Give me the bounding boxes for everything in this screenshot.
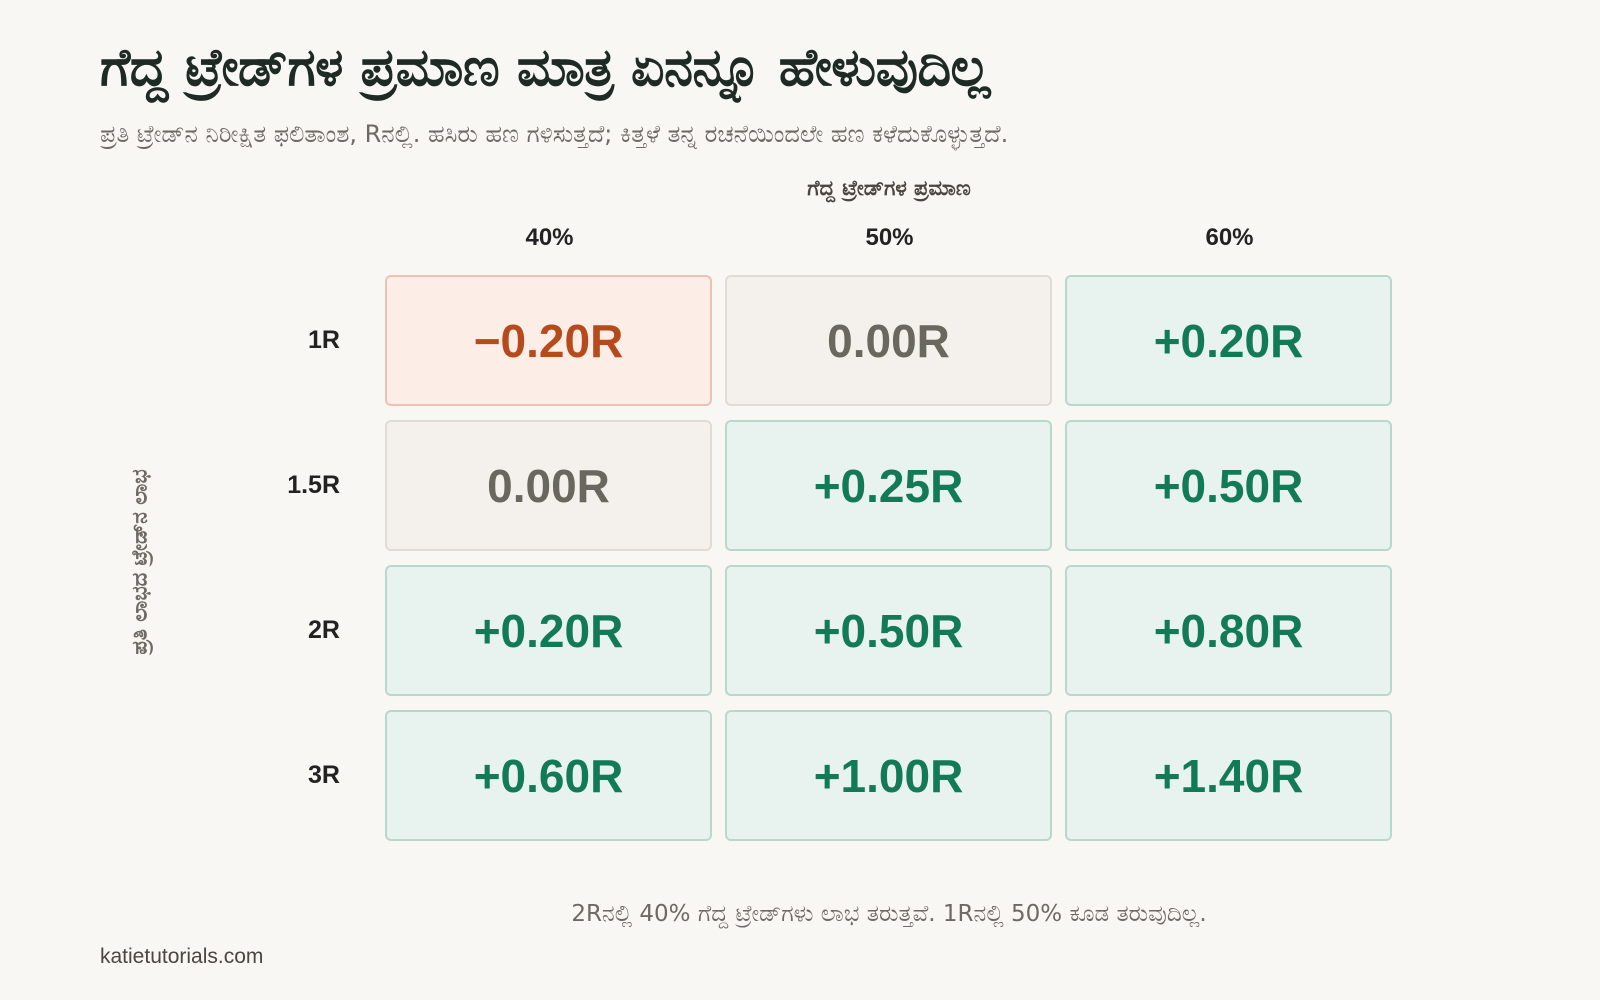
row-header: 3R	[308, 760, 340, 789]
row-header: 1.5R	[287, 470, 340, 499]
row-header: 2R	[308, 615, 340, 644]
chart-title: ಗೆದ್ದ ಟ್ರೇಡ್‌ಗಳ ಪ್ರಮಾಣ ಮಾತ್ರ ಏನನ್ನೂ ಹೇಳು…	[100, 38, 990, 98]
column-header: 60%	[1205, 224, 1254, 251]
heatmap-cell: +0.60R	[385, 710, 712, 841]
footer-credit: katietutorials.com	[100, 945, 264, 968]
heatmap-cell: −0.20R	[385, 275, 712, 406]
heatmap-cell: +0.20R	[1065, 275, 1392, 406]
row-axis-label: ಪ್ರತಿ ಲಾಭದ ಟ್ರೇಡ್‌ನ ಲಾಭ	[127, 469, 152, 655]
chart-subtitle: ಪ್ರತಿ ಟ್ರೇಡ್‌ನ ನಿರೀಕ್ಷಿತ ಫಲಿತಾಂಶ, Rನಲ್ಲಿ…	[100, 120, 1009, 148]
column-axis-label: ಗೆದ್ದ ಟ್ರೇಡ್‌ಗಳ ಪ್ರಮಾಣ	[807, 176, 971, 200]
column-header: 50%	[865, 224, 914, 251]
chart-note: 2Rನಲ್ಲಿ 40% ಗೆದ್ದ ಟ್ರೇಡ್‌ಗಳು ಲಾಭ ತರುತ್ತವ…	[571, 901, 1207, 927]
heatmap-cell: +0.25R	[725, 420, 1052, 551]
heatmap-cell: +0.80R	[1065, 565, 1392, 696]
row-header: 1R	[308, 325, 340, 354]
heatmap-cell: 0.00R	[725, 275, 1052, 406]
heatmap-cell: +0.20R	[385, 565, 712, 696]
heatmap-cell: +1.00R	[725, 710, 1052, 841]
column-header: 40%	[525, 224, 574, 251]
heatmap-cell: +0.50R	[725, 565, 1052, 696]
heatmap-cell: +0.50R	[1065, 420, 1392, 551]
heatmap-cell: +1.40R	[1065, 710, 1392, 841]
heatmap-cell: 0.00R	[385, 420, 712, 551]
